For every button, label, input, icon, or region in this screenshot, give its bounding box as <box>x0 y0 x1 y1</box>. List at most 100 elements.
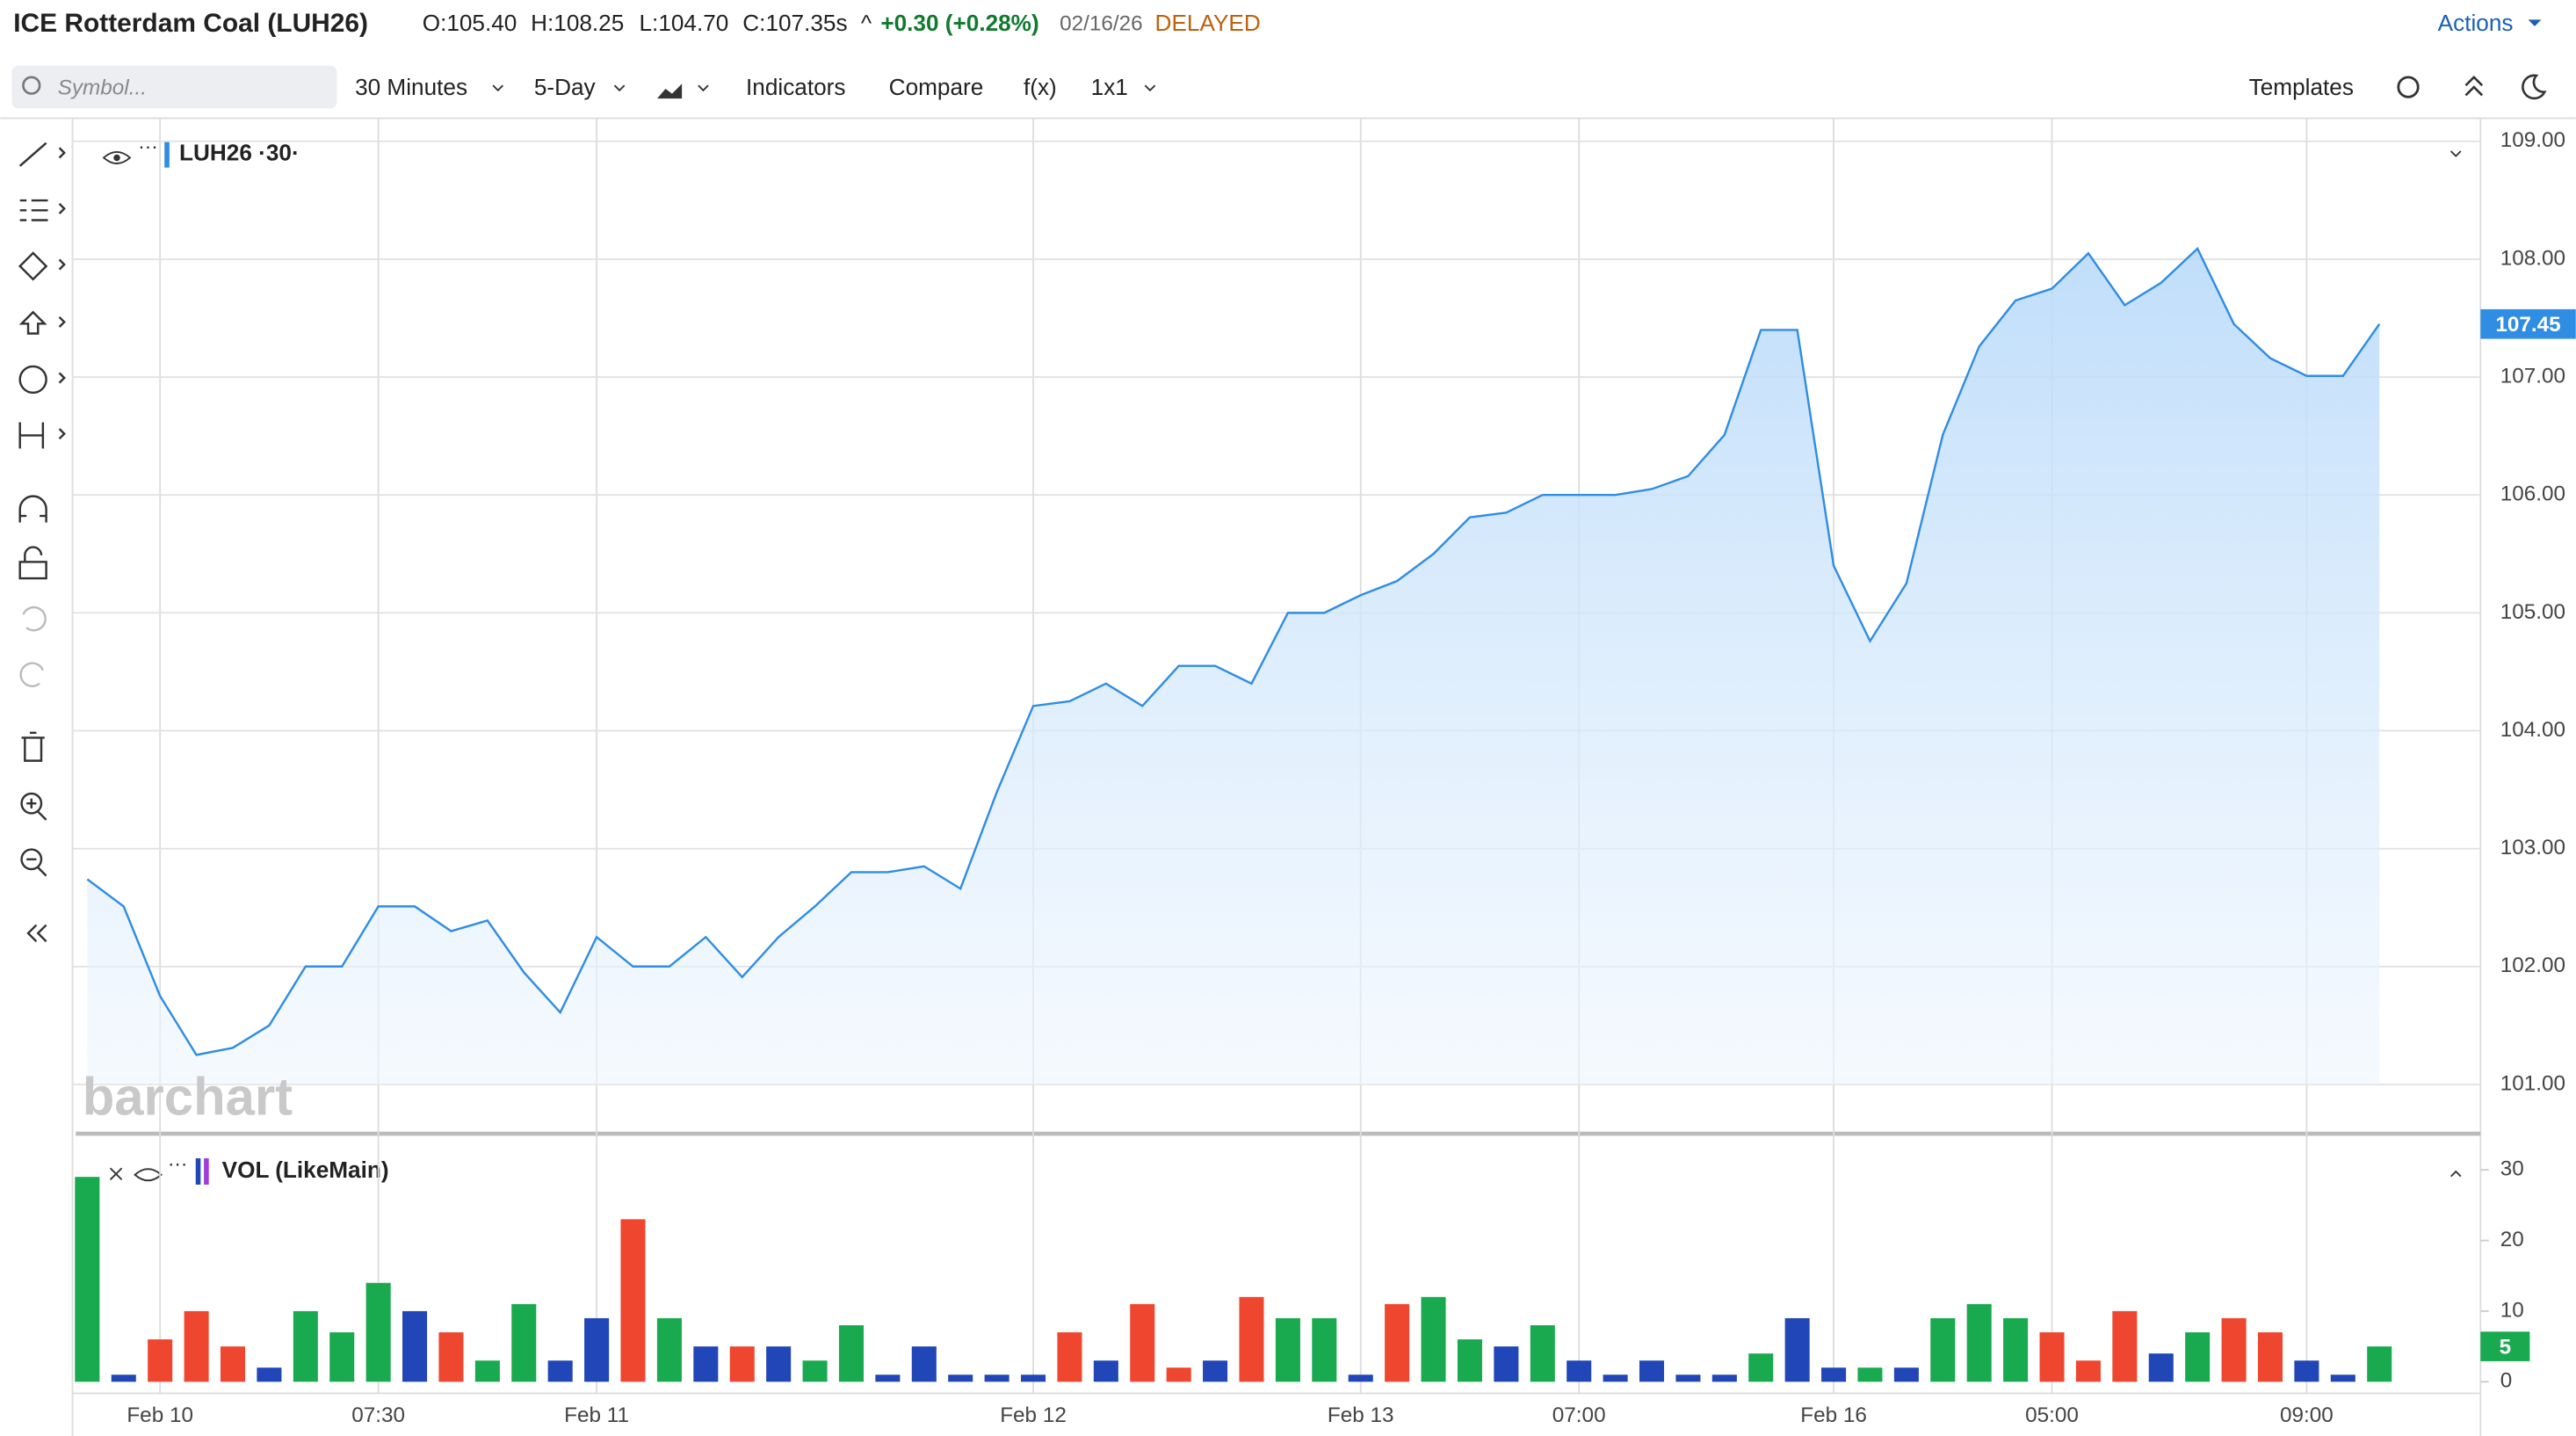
settings-button[interactable] <box>2397 76 2420 98</box>
eye-icon[interactable] <box>134 1168 163 1182</box>
y-tick-label: 102.00 <box>2500 954 2565 977</box>
volume-bar <box>402 1310 428 1382</box>
more-icon[interactable]: ··· <box>168 1152 187 1174</box>
layout-button[interactable]: 1x1 <box>1091 74 1128 100</box>
volume-bar <box>1530 1324 1555 1382</box>
volume-bar <box>1966 1303 1992 1382</box>
volume-bar <box>1421 1296 1446 1382</box>
actions-menu[interactable]: Actions <box>2438 10 2514 36</box>
theme-button[interactable] <box>2522 74 2547 100</box>
volume-bar <box>1457 1339 1482 1382</box>
status: DELAYED <box>1155 10 1261 36</box>
volume-bar <box>2148 1353 2174 1382</box>
volume-bar <box>2075 1360 2101 1382</box>
eye-pupil <box>113 154 120 162</box>
volume-bar <box>474 1360 500 1382</box>
volume-bar <box>365 1282 391 1382</box>
volume-bar <box>1784 1317 1810 1382</box>
search-icon <box>22 76 41 95</box>
y-tick-label: 109.00 <box>2500 128 2565 152</box>
x-tick-label: 05:00 <box>2025 1403 2079 1427</box>
vol-swatch <box>204 1158 209 1185</box>
y-tick-label: 105.00 <box>2500 600 2565 624</box>
volume-bar <box>511 1303 537 1382</box>
volume-bar <box>2367 1346 2392 1382</box>
drawing-tools[interactable] <box>18 141 66 943</box>
more-icon[interactable]: ··· <box>138 135 157 157</box>
volume-bar <box>729 1346 755 1382</box>
range-button[interactable]: 5-Day <box>534 74 597 100</box>
volume-bar <box>547 1360 573 1382</box>
volume-bar <box>1675 1374 1701 1382</box>
volume-bar <box>1166 1367 1191 1382</box>
compare-button[interactable]: Compare <box>889 74 984 100</box>
close-icon[interactable] <box>109 1167 123 1181</box>
low: L:104.70 <box>640 10 729 36</box>
x-tick-label: Feb 10 <box>127 1403 193 1427</box>
caret: ^ <box>861 10 872 36</box>
volume-bar <box>111 1374 136 1382</box>
volume-bar <box>1312 1317 1337 1382</box>
volume-bar <box>293 1310 318 1382</box>
volume-bar <box>2112 1310 2138 1382</box>
pane-caret[interactable] <box>2449 150 2462 157</box>
volume-bar <box>2039 1332 2065 1382</box>
volume-bar <box>2221 1317 2247 1382</box>
last-price-label: 107.45 <box>2495 313 2560 337</box>
indicators-button[interactable]: Indicators <box>746 74 845 100</box>
close: C:107.35s <box>742 10 847 36</box>
volume-bar <box>838 1324 864 1382</box>
volume-bar <box>693 1346 719 1382</box>
volume-bar <box>2257 1332 2283 1382</box>
volume-bar <box>766 1346 792 1382</box>
title: ICE Rotterdam Coal (LUH26) <box>13 9 368 38</box>
interval-button[interactable]: 30 Minutes <box>355 74 467 100</box>
volume-bar <box>1385 1303 1410 1382</box>
volume-bar <box>1857 1367 1883 1382</box>
symbol-placeholder: Symbol... <box>58 76 147 99</box>
templates-button[interactable]: Templates <box>2249 74 2354 100</box>
collapse-button[interactable] <box>2464 76 2484 97</box>
chart-type-button[interactable] <box>657 83 683 99</box>
volume-bar <box>802 1360 828 1382</box>
symbol-input[interactable] <box>11 65 337 109</box>
dropdown-carets <box>492 84 1156 92</box>
x-tick-label: 07:30 <box>351 1403 405 1427</box>
volume-bar <box>1348 1374 1373 1382</box>
volume-bar <box>656 1317 682 1382</box>
price-line <box>86 246 2381 1056</box>
x-tick-label: 07:00 <box>1552 1403 1606 1427</box>
fx-button[interactable]: f(x) <box>1024 74 1057 100</box>
volume-bar <box>1057 1332 1082 1382</box>
pane-caret[interactable] <box>2449 1170 2462 1178</box>
volume-bar <box>2294 1360 2319 1382</box>
volume-bar <box>1567 1360 1592 1382</box>
volume-bar <box>948 1374 973 1382</box>
volume-bar <box>1893 1367 1919 1382</box>
watermark: barchart <box>83 1067 293 1126</box>
volume-bar <box>984 1374 1009 1382</box>
eye-icon[interactable] <box>102 151 132 164</box>
volume-bar <box>1021 1374 1046 1382</box>
undo-redo[interactable] <box>19 606 47 687</box>
volume-bar <box>1821 1367 1847 1382</box>
x-tick-label: Feb 12 <box>1000 1403 1067 1427</box>
last-volume-label: 5 <box>2500 1335 2512 1359</box>
series-swatch <box>164 141 170 168</box>
volume-bar <box>220 1346 246 1382</box>
volume-bar <box>1203 1360 1228 1382</box>
volume-bar <box>148 1339 173 1382</box>
y-tick-label: 30 <box>2500 1157 2524 1181</box>
y-tick-label: 0 <box>2500 1369 2513 1393</box>
volume-bar <box>1494 1346 1519 1382</box>
volume-bar <box>2003 1317 2029 1382</box>
vol-swatch <box>195 1158 201 1185</box>
volume-bar <box>438 1332 464 1382</box>
y-tick-label: 108.00 <box>2500 246 2565 270</box>
area-fill <box>87 248 2380 1084</box>
volume-bar <box>1603 1374 1628 1382</box>
volume-bar <box>257 1367 282 1382</box>
volume-bar <box>1130 1303 1155 1382</box>
